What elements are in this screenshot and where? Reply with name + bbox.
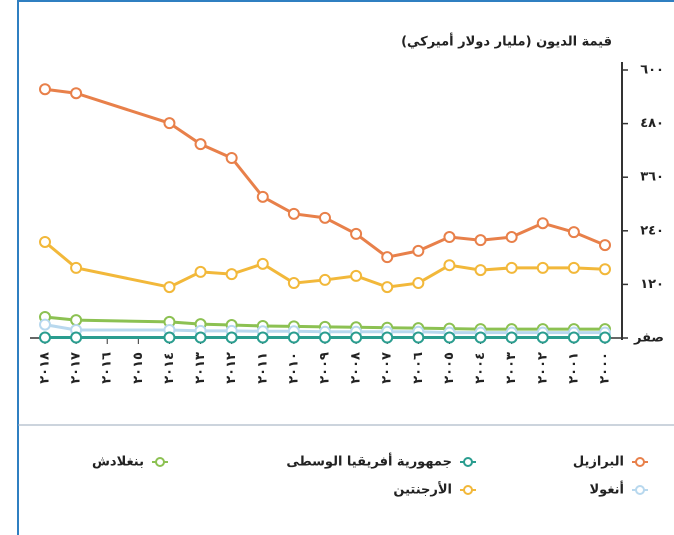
point (599, 239, 611, 252)
point (443, 259, 456, 272)
point (443, 331, 456, 344)
point (474, 331, 487, 344)
point (567, 261, 580, 274)
x-tick-label: ٢٠٠٧ (380, 352, 395, 384)
x-tick-label: ٢٠١٨ (38, 352, 53, 384)
legend-marker (463, 485, 473, 495)
point (412, 244, 425, 257)
point (536, 331, 549, 344)
x-tick-label: ٢٠١٥ (131, 352, 146, 384)
x-tick-label: ٢٠٠٠ (598, 352, 613, 384)
legend-label: بنغلادش (92, 455, 144, 470)
point (474, 264, 487, 277)
legend-label: الأرجنتين (393, 481, 452, 498)
point (599, 331, 611, 344)
y-tick-label: ٦٠٠ (640, 63, 664, 78)
x-tick-label: ٢٠١٠ (286, 352, 301, 384)
point (287, 331, 300, 344)
point (163, 117, 176, 130)
point (39, 331, 51, 344)
x-tick-label: ٢٠١٣ (193, 352, 208, 384)
legend-marker (635, 485, 645, 495)
x-tick-label: ٢٠٠٤ (473, 352, 488, 384)
x-tick-label: ٢٠٠٩ (318, 352, 333, 384)
y-tick-label: صفر (633, 331, 664, 346)
x-tick-label: ٢٠٠٦ (411, 352, 426, 384)
legend-marker (463, 457, 473, 467)
point (443, 231, 456, 244)
point (39, 235, 51, 248)
y-tick-label: ٣٦٠ (640, 170, 664, 185)
chart-title: قيمة الديون (مليار دولار أميركي) (401, 33, 612, 50)
point (567, 331, 580, 344)
point (256, 257, 269, 270)
legend-marker (155, 457, 165, 467)
x-tick-label: ٢٠٠٢ (535, 352, 550, 384)
point (225, 331, 238, 344)
point (256, 331, 269, 344)
point (319, 273, 331, 286)
legend-label: جمهورية أفريقيا الوسطى (286, 453, 452, 470)
x-tick-label: ٢٠١١ (255, 352, 270, 384)
point (70, 87, 83, 100)
point (381, 281, 394, 294)
point (70, 261, 83, 274)
point (350, 331, 363, 344)
point (536, 217, 549, 230)
point (287, 277, 300, 290)
point (474, 234, 487, 247)
series-line (44, 87, 606, 259)
point (505, 231, 518, 244)
x-tick-label: ٢٠٠١ (566, 352, 581, 384)
point (536, 261, 549, 274)
x-tick-label: ٢٠١٢ (224, 352, 239, 384)
y-tick-label: ٤٨٠ (640, 116, 664, 131)
point (39, 318, 51, 331)
point (163, 281, 176, 294)
point (381, 251, 394, 264)
point (350, 269, 363, 282)
point (39, 83, 51, 96)
point (599, 263, 611, 276)
y-tick-label: ١٢٠ (640, 277, 664, 292)
point (287, 207, 300, 220)
point (225, 268, 238, 281)
point (412, 277, 425, 290)
point (194, 138, 207, 151)
legend-label: البرازيل (573, 455, 624, 470)
point (194, 331, 207, 344)
x-tick-label: ٢٠١٧ (69, 352, 84, 384)
point (163, 331, 176, 344)
point (350, 227, 363, 240)
point (505, 331, 518, 344)
legend-marker (635, 457, 645, 467)
point (70, 331, 83, 344)
point (567, 226, 580, 239)
legend-label: أنغولا (589, 481, 624, 498)
point (319, 331, 331, 344)
point (70, 314, 83, 327)
x-tick-label: ٢٠٠٥ (442, 352, 457, 384)
x-tick-label: ٢٠٠٣ (504, 352, 519, 384)
point (412, 331, 425, 344)
point (225, 151, 238, 164)
y-tick-label: ٢٤٠ (640, 223, 664, 238)
x-tick-label: ٢٠١٦ (100, 352, 115, 384)
point (256, 190, 269, 203)
x-tick-label: ٢٠١٤ (162, 352, 177, 384)
x-tick-label: ٢٠٠٨ (349, 352, 364, 384)
point (194, 265, 207, 278)
point (319, 211, 331, 224)
point (505, 261, 518, 274)
point (381, 331, 394, 344)
